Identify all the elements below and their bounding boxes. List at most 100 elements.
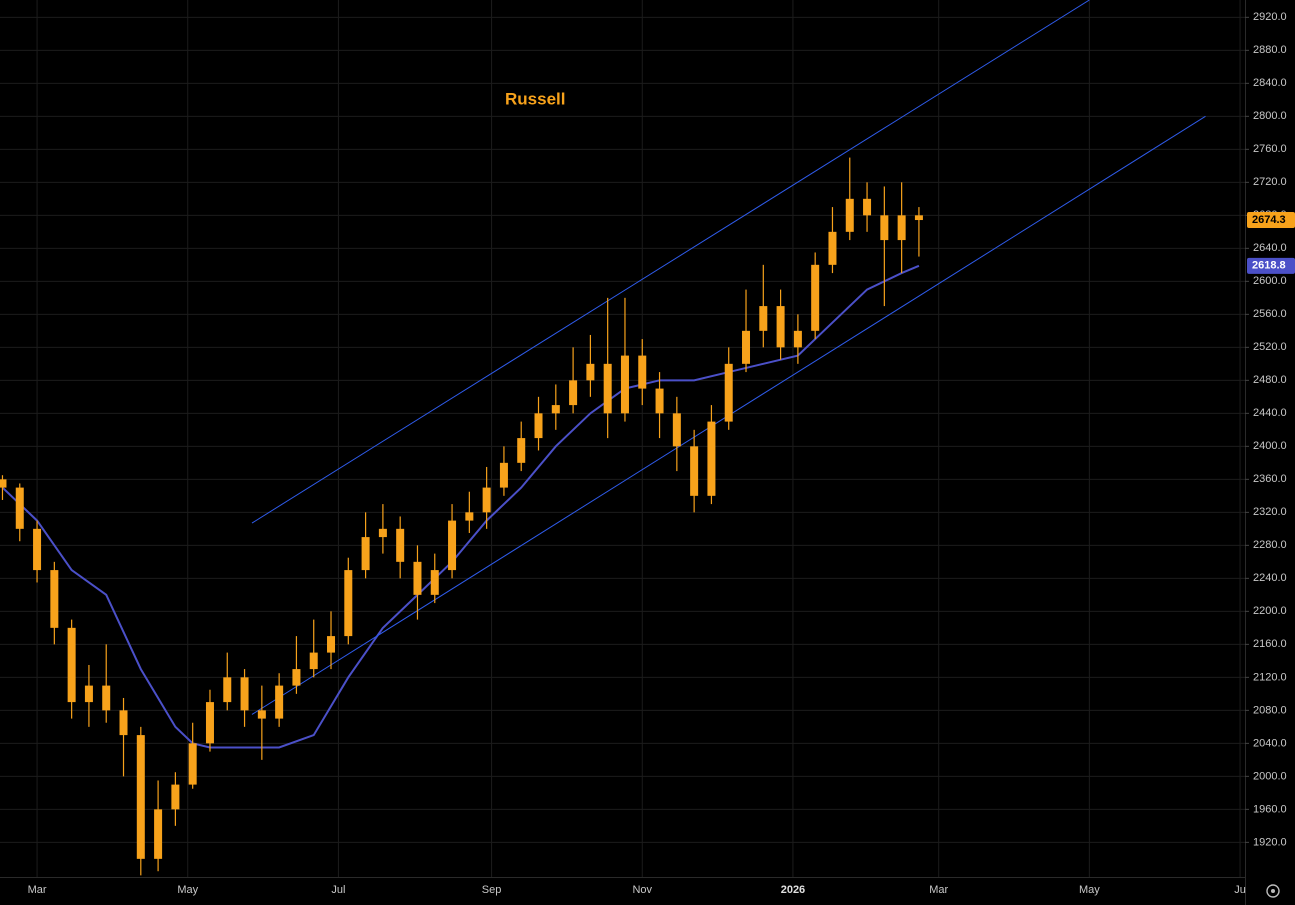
price-tag-label: 2674.3 — [1252, 214, 1286, 226]
settings-icon-dot[interactable] — [1271, 889, 1275, 893]
candle-body — [724, 363, 733, 422]
candle-body — [499, 462, 508, 488]
axes: 1920.0 1960.0 2000.0 2040.0 2080.0 2120.0 2160… — [28, 11, 1295, 896]
candle-body — [396, 528, 405, 562]
candle-body — [828, 231, 837, 265]
settings-icon[interactable] — [1266, 884, 1280, 898]
y-tick-label: 2000.0 — [1253, 770, 1287, 782]
x-tick-label: Ju — [1234, 884, 1246, 896]
candle-body — [102, 685, 111, 711]
settings-button[interactable] — [1266, 884, 1280, 898]
candle-body — [413, 561, 422, 595]
y-tick-label: 2200.0 — [1253, 605, 1287, 617]
candles — [0, 157, 923, 876]
y-tick-label: 2520.0 — [1253, 341, 1287, 353]
y-tick-label: 2240.0 — [1253, 572, 1287, 584]
candle-body — [15, 487, 24, 529]
candle-body — [465, 512, 474, 521]
x-tick-label: May — [1079, 884, 1100, 896]
y-tick-label: 2640.0 — [1253, 242, 1287, 254]
candle-body — [33, 528, 42, 571]
x-tick-label: May — [177, 884, 198, 896]
candle-body — [655, 388, 664, 414]
candle-body — [50, 570, 59, 628]
candle-body — [776, 306, 785, 348]
y-tick-label: 2800.0 — [1253, 110, 1287, 122]
candle-body — [672, 413, 681, 447]
y-tick-label: 2280.0 — [1253, 539, 1287, 551]
candle-body — [154, 809, 163, 859]
y-tick-label: 2320.0 — [1253, 506, 1287, 518]
candle-body — [759, 306, 768, 331]
candle-body — [534, 413, 543, 439]
price-tag — [1247, 212, 1295, 229]
y-tick-label: 2880.0 — [1253, 44, 1287, 56]
candle-body — [240, 677, 249, 711]
candle-body — [880, 215, 889, 241]
y-tick-label: 2080.0 — [1253, 704, 1287, 716]
candle-body — [378, 528, 387, 538]
trend-line — [251, 0, 1090, 524]
candle-body — [551, 405, 560, 414]
candle-body — [517, 438, 526, 463]
candle-body — [361, 537, 370, 571]
y-tick-label: 2920.0 — [1253, 11, 1287, 23]
y-tick-label: 2560.0 — [1253, 308, 1287, 320]
x-tick-label: 2026 — [781, 884, 805, 896]
candle-body — [448, 520, 457, 571]
candle-body — [430, 570, 439, 595]
candle-body — [914, 215, 923, 221]
x-tick-label: Mar — [929, 884, 948, 896]
candle-body — [863, 198, 872, 216]
candle-body — [482, 487, 491, 513]
candle-body — [638, 355, 647, 389]
candle-body — [223, 677, 232, 703]
candle-body — [275, 685, 284, 719]
candle-body — [586, 363, 595, 381]
y-tick-label: 2720.0 — [1253, 176, 1287, 188]
candle-body — [136, 735, 145, 859]
candle-body — [309, 652, 318, 670]
y-tick-label: 2400.0 — [1253, 440, 1287, 452]
y-tick-label: 2360.0 — [1253, 473, 1287, 485]
candle-body — [707, 421, 716, 496]
y-tick-label: 2120.0 — [1253, 671, 1287, 683]
x-tick-label: Mar — [28, 884, 47, 896]
candle-body — [119, 710, 128, 736]
candle-body — [742, 330, 751, 364]
x-tick-label: Nov — [632, 884, 652, 896]
x-tick-label: Sep — [482, 884, 502, 896]
y-tick-label: 2440.0 — [1253, 407, 1287, 419]
y-tick-label: 1960.0 — [1253, 803, 1287, 815]
candle-body — [171, 784, 180, 810]
candle-body — [793, 330, 802, 348]
candle-body — [327, 636, 336, 653]
price-tag — [1247, 257, 1295, 274]
candle-body — [84, 685, 93, 703]
x-tick-label: Jul — [331, 884, 345, 896]
candle-body — [205, 702, 214, 744]
y-tick-label: 2760.0 — [1253, 143, 1287, 155]
y-tick-label: 2480.0 — [1253, 374, 1287, 386]
candle-body — [0, 479, 7, 488]
candle-body — [620, 355, 629, 414]
y-tick-label: 1920.0 — [1253, 836, 1287, 848]
y-tick-label: 2840.0 — [1253, 77, 1287, 89]
candle-body — [845, 198, 854, 232]
candle-body — [292, 669, 301, 686]
candle-body — [67, 627, 76, 703]
candle-body — [257, 710, 266, 719]
candle-body — [569, 380, 578, 406]
candle-body — [188, 743, 197, 785]
price-tag-label: 2618.8 — [1252, 260, 1286, 272]
y-tick-label: 2160.0 — [1253, 638, 1287, 650]
y-tick-label: 2040.0 — [1253, 737, 1287, 749]
chart-title: Russell — [505, 89, 565, 108]
candle-body — [344, 570, 353, 637]
y-tick-label: 2600.0 — [1253, 275, 1287, 287]
candle-body — [603, 363, 612, 414]
candle-body — [811, 264, 820, 331]
